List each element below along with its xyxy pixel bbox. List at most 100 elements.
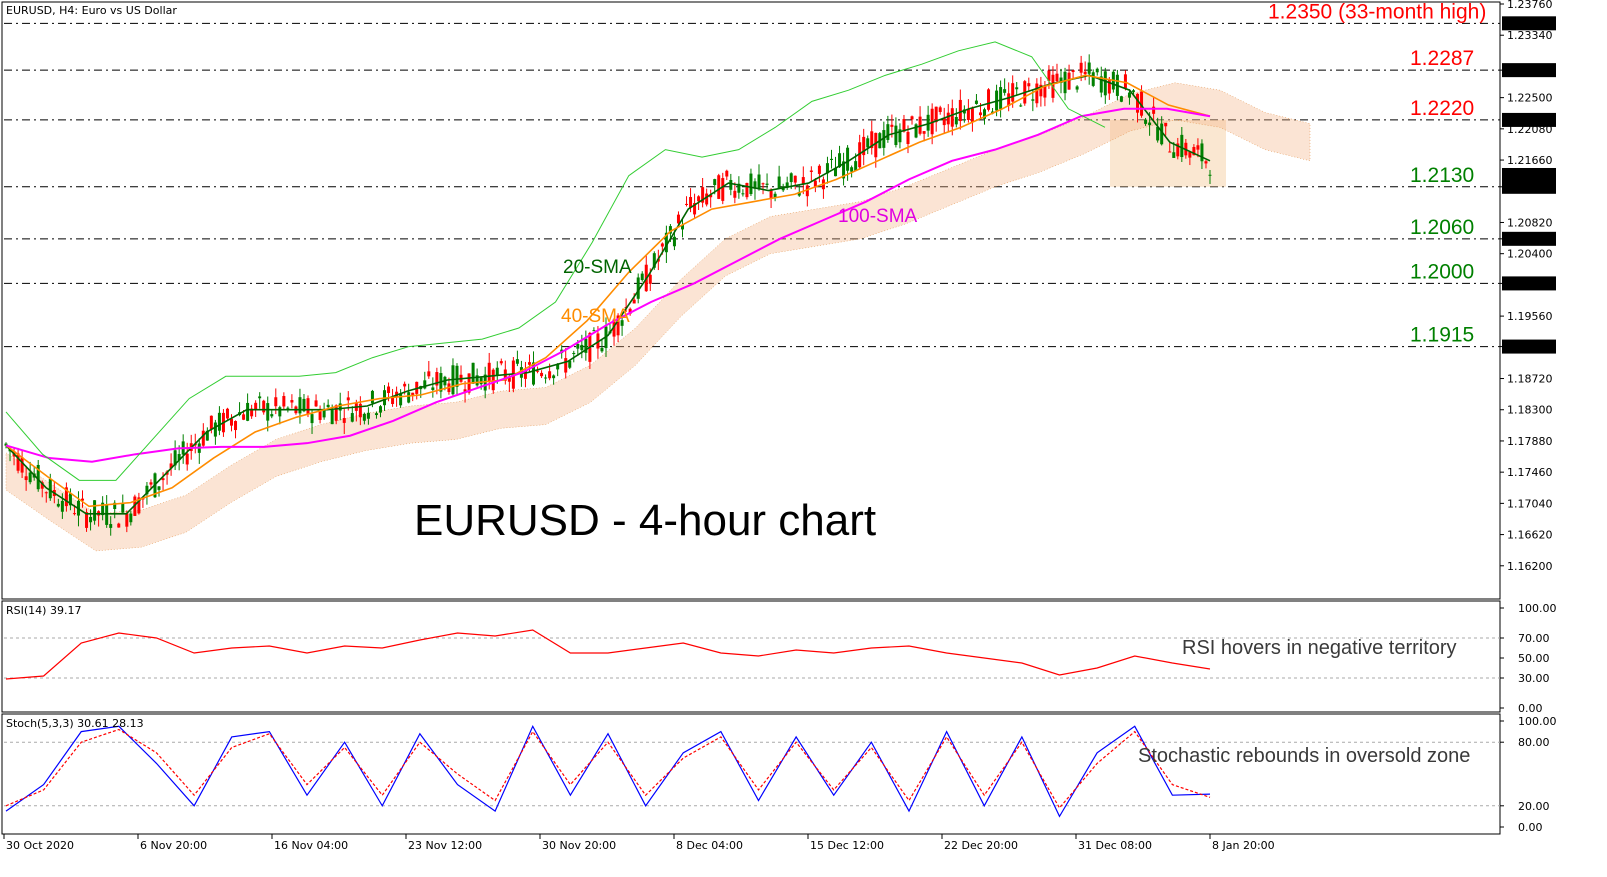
candle-body	[149, 482, 153, 485]
candle-body	[1059, 77, 1063, 83]
candle-body	[129, 513, 133, 523]
candle-body	[1031, 99, 1035, 101]
ichimoku-cloud	[5, 82, 1311, 552]
candle-body	[1019, 105, 1023, 107]
candle-body	[366, 412, 370, 419]
candle-body	[838, 153, 842, 168]
candle-body	[266, 403, 270, 421]
candle-body	[234, 421, 238, 431]
time-axis: 30 Oct 2020 6 Nov 20:00 16 Nov 04:00 23 Nov…	[3, 834, 1275, 852]
candle-body	[572, 353, 576, 355]
candle-body	[342, 418, 346, 423]
candle-body	[536, 370, 540, 372]
candle-body	[1107, 79, 1111, 94]
sma20-label: 20-SMA	[563, 257, 632, 278]
level-tag	[1502, 231, 1556, 246]
level-tag-label: 1.20600	[1507, 233, 1553, 246]
price-tick-label: 1.20820	[1507, 216, 1553, 229]
candle-body	[636, 277, 640, 299]
candle-body	[685, 203, 689, 205]
candle-body	[455, 365, 459, 387]
candle-body	[858, 142, 862, 168]
candle-body	[254, 402, 258, 410]
candle-body	[68, 493, 72, 506]
candle-body	[1075, 86, 1079, 90]
level-label: 1.2000	[1410, 260, 1474, 283]
candle-body	[435, 372, 439, 386]
candle-body	[499, 361, 503, 364]
level-label: 1.2220	[1410, 97, 1474, 120]
candle-body	[664, 232, 668, 253]
level-label: 1.2350 (33-month high)	[1268, 0, 1486, 23]
candle-body	[4, 443, 8, 446]
level-tag	[1502, 63, 1556, 78]
candle-body	[1136, 93, 1140, 113]
candle-body	[737, 183, 741, 193]
candle-body	[201, 430, 205, 446]
main-price-panel: 1.2350 (33-month high) 1.2287 1.2220 1.2130…	[4, 0, 1500, 552]
candle-body	[999, 87, 1003, 109]
candle-body	[1007, 93, 1011, 107]
ma-line-40-sma	[5, 74, 1211, 508]
osc-tick-label: 70.00	[1518, 632, 1550, 645]
level-tag	[1502, 276, 1556, 291]
candle-body	[1164, 122, 1168, 127]
candle-body	[854, 161, 858, 171]
candle-body	[423, 380, 427, 389]
candle-body	[1127, 92, 1131, 98]
candle-body	[1103, 71, 1107, 96]
candle-body	[632, 299, 636, 304]
candle-body	[250, 408, 254, 417]
candles	[4, 54, 1212, 536]
stoch-annotation: Stochastic rebounds in oversold zone	[1138, 745, 1470, 767]
candle-body	[910, 116, 914, 120]
candle-body	[81, 498, 85, 501]
candle-body	[1043, 86, 1047, 98]
candle-body	[270, 414, 274, 417]
candle-body	[1087, 62, 1091, 74]
candle-body	[113, 502, 117, 510]
candle-body	[161, 478, 165, 481]
candle-body	[1015, 87, 1019, 90]
candle-body	[705, 193, 709, 205]
candle-body	[1067, 72, 1071, 90]
candle-body	[612, 319, 616, 337]
candle-body	[101, 502, 105, 516]
candle-body	[1003, 89, 1007, 93]
candle-body	[40, 482, 44, 489]
main-chart-title: EURUSD - 4-hour chart	[414, 496, 876, 545]
time-tick-label: 16 Nov 04:00	[274, 839, 348, 852]
candle-body	[1027, 83, 1031, 87]
price-tick-label: 1.18720	[1507, 373, 1553, 386]
candle-body	[745, 182, 749, 198]
candle-body	[757, 174, 761, 190]
candle-body	[930, 108, 934, 135]
level-label: 1.2287	[1410, 47, 1474, 70]
ma-line-20-sma	[5, 74, 1211, 515]
candle-body	[596, 333, 600, 349]
candle-body	[1168, 151, 1172, 153]
candle-body	[93, 500, 97, 521]
candle-body	[89, 516, 93, 523]
candle-body	[1156, 126, 1160, 141]
level-label: 1.2130	[1410, 164, 1474, 187]
rsi-annotation: RSI hovers in negative territory	[1182, 637, 1457, 659]
candle-body	[568, 360, 572, 368]
candle-body	[290, 400, 294, 403]
candle-body	[350, 413, 354, 422]
osc-tick-label: 0.00	[1518, 702, 1543, 715]
candle-body	[338, 403, 342, 411]
candle-body	[411, 392, 415, 397]
candle-body	[886, 124, 890, 140]
candle-body	[652, 253, 656, 268]
candle-body	[532, 362, 536, 385]
candle-body	[1196, 145, 1200, 150]
price-tick-label: 1.17040	[1507, 497, 1553, 510]
candle-body	[850, 167, 854, 172]
consolidation-box	[1110, 119, 1226, 187]
candle-body	[966, 109, 970, 120]
level-tag-label: 1.19150	[1507, 341, 1553, 354]
candle-body	[1152, 106, 1156, 114]
candle-body	[978, 112, 982, 116]
